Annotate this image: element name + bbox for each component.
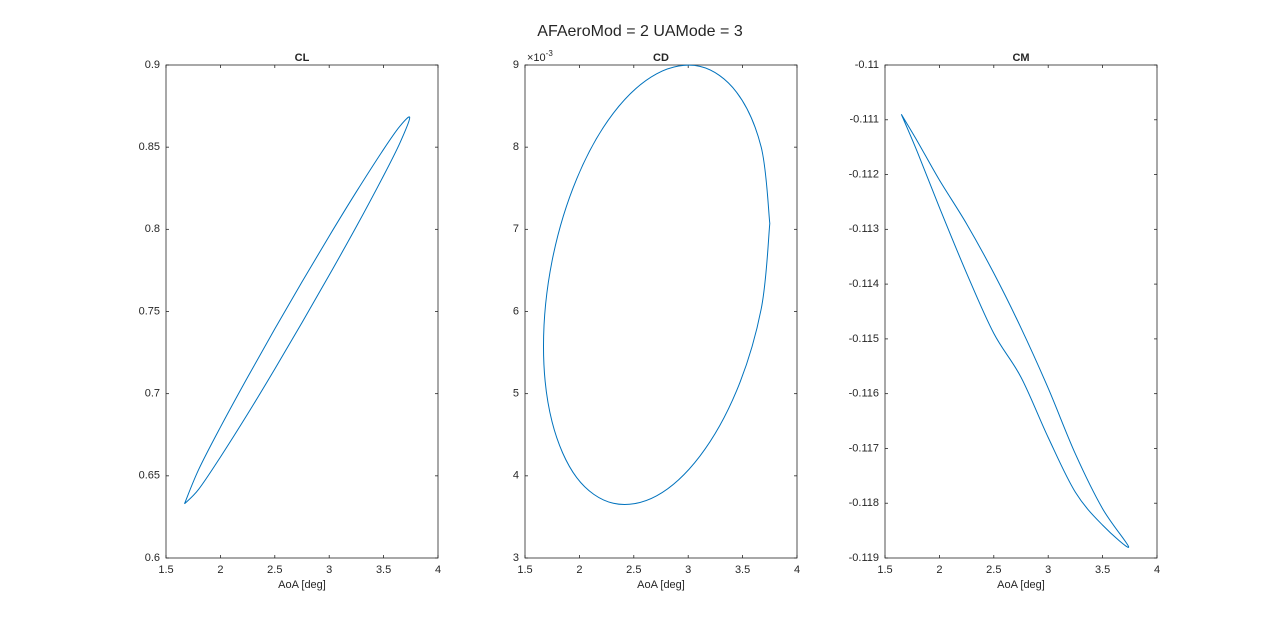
y-tick-label: 3: [513, 552, 519, 564]
y-tick-label: 0.6: [145, 552, 160, 564]
x-axis-label: AoA [deg]: [637, 579, 685, 591]
plot-area: [884, 64, 1158, 559]
y-tick-label: 5: [513, 388, 519, 400]
y-scale-base: ×10: [527, 52, 546, 64]
y-tick-label: 8: [513, 141, 519, 153]
x-tick-label: 2: [576, 564, 582, 576]
x-tick-label: 2.5: [626, 564, 641, 576]
y-scale-exponent: -3: [546, 49, 554, 58]
y-tick-label: 6: [513, 305, 519, 317]
x-axis-label: AoA [deg]: [997, 579, 1045, 591]
y-tick-label: -0.11: [855, 59, 879, 71]
x-tick-label: 4: [794, 564, 800, 576]
y-tick-label: -0.112: [849, 168, 879, 180]
plot-area: [524, 64, 798, 559]
x-tick-label: 3.5: [376, 564, 391, 576]
y-tick-label: -0.119: [849, 552, 879, 564]
y-tick-label: -0.113: [849, 223, 879, 235]
y-tick-label: 0.7: [145, 388, 160, 400]
data-line: [542, 64, 771, 505]
y-tick-label: -0.118: [849, 497, 879, 509]
x-tick-label: 2: [936, 564, 942, 576]
y-tick-label: 9: [513, 59, 519, 71]
y-tick-label: 0.75: [139, 305, 160, 317]
x-tick-label: 3: [326, 564, 332, 576]
x-tick-label: 3.5: [1095, 564, 1110, 576]
x-tick-label: 1.5: [517, 564, 532, 576]
plot-area: [165, 64, 439, 559]
data-line: [900, 114, 1130, 548]
y-tick-label: 0.8: [145, 223, 160, 235]
x-tick-label: 3: [685, 564, 691, 576]
y-tick-label: 4: [513, 470, 519, 482]
subplot-title: CL: [295, 52, 310, 64]
x-axis-label: AoA [deg]: [278, 579, 326, 591]
y-tick-label: -0.111: [849, 114, 879, 126]
y-tick-label: -0.115: [849, 333, 879, 345]
y-tick-label: 0.65: [139, 470, 160, 482]
x-tick-label: 1.5: [877, 564, 892, 576]
x-tick-label: 2.5: [986, 564, 1001, 576]
y-tick-label: 0.9: [145, 59, 160, 71]
x-tick-label: 2.5: [267, 564, 282, 576]
x-tick-label: 4: [1154, 564, 1160, 576]
y-tick-label: 7: [513, 223, 519, 235]
y-scale-factor: ×10-3: [527, 49, 553, 64]
subplot-title: CD: [653, 52, 669, 64]
x-tick-label: 4: [435, 564, 441, 576]
data-line: [184, 116, 411, 505]
x-tick-label: 2: [217, 564, 223, 576]
y-tick-label: -0.116: [849, 388, 879, 400]
x-tick-label: 3: [1045, 564, 1051, 576]
x-tick-label: 1.5: [158, 564, 173, 576]
subplot-title: CM: [1012, 52, 1029, 64]
x-tick-label: 3.5: [735, 564, 750, 576]
y-tick-label: 0.85: [139, 141, 160, 153]
y-tick-label: -0.117: [849, 442, 879, 454]
y-tick-label: -0.114: [849, 278, 879, 290]
figure-title: AFAeroMod = 2 UAMode = 3: [537, 23, 743, 40]
